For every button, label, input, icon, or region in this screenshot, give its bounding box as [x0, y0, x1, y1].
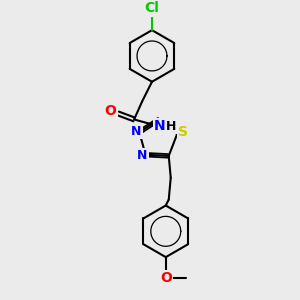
Text: H: H — [166, 120, 176, 133]
Text: S: S — [178, 125, 188, 139]
Text: N: N — [131, 125, 142, 138]
Text: N: N — [154, 119, 166, 134]
Text: O: O — [160, 271, 172, 285]
Text: Cl: Cl — [145, 1, 159, 15]
Text: O: O — [104, 103, 116, 118]
Text: N: N — [137, 149, 148, 162]
